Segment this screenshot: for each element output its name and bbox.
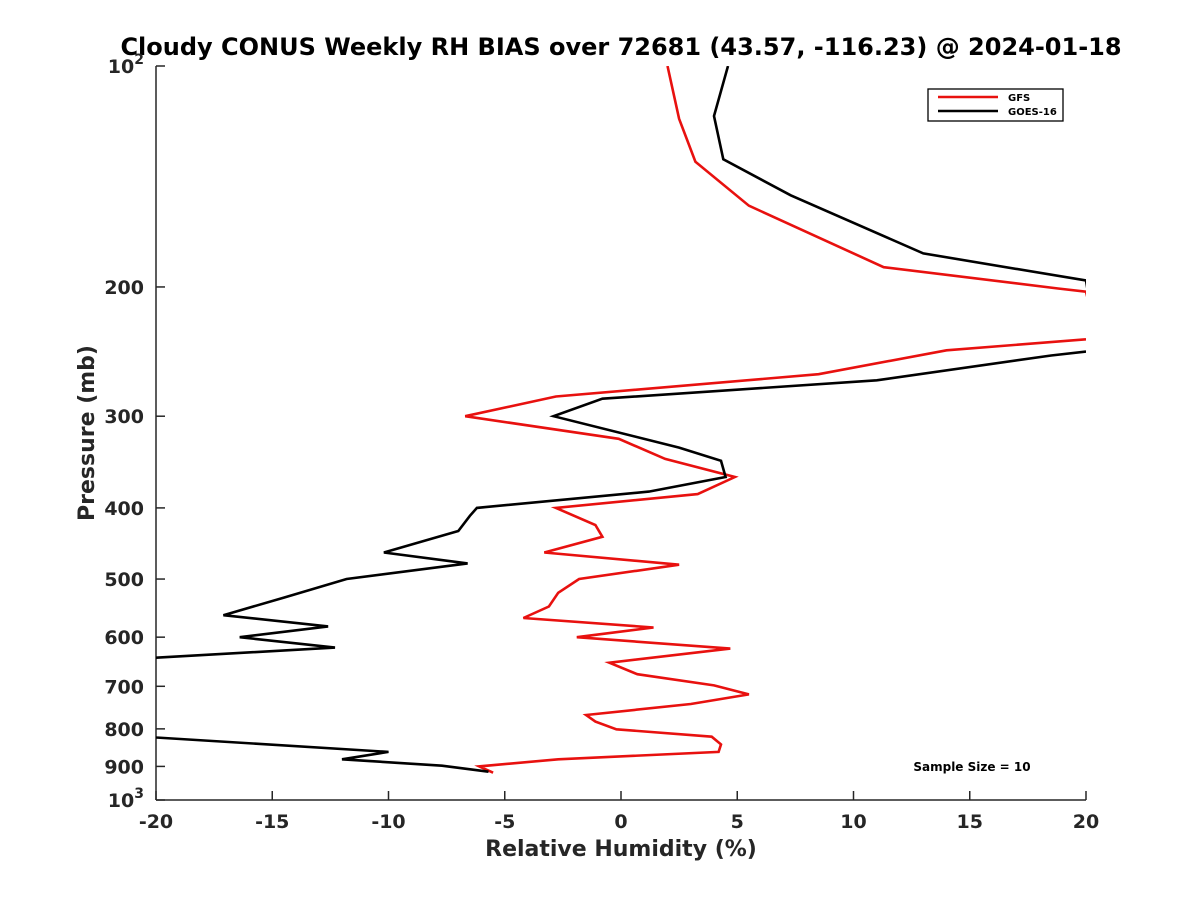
y-tick-label: 400 [104,498,144,520]
x-tick-label: -15 [255,811,289,833]
y-tick-label: 500 [104,569,144,591]
series-line-gfs [464,66,1086,774]
y-tick-label: 700 [104,676,144,698]
x-tick-label: -20 [139,811,173,833]
x-tick-label: 10 [840,811,866,833]
chart-title: Cloudy CONUS Weekly RH BIAS over 72681 (… [120,33,1121,61]
legend-label-goes16: GOES-16 [1008,107,1057,118]
legend-label-gfs: GFS [1008,93,1030,104]
y-tick-label: 103 [108,786,144,812]
series-line-goes16 [156,66,1086,773]
sample-size-annotation: Sample Size = 10 [913,760,1030,774]
y-tick-label: 102 [108,52,144,78]
x-tick-label: 5 [731,811,744,833]
x-tick-label: -5 [494,811,515,833]
legend: GFS GOES-16 [927,88,1064,122]
x-tick-label: 15 [957,811,983,833]
y-tick-label: 200 [104,277,144,299]
y-tick-label: 800 [104,719,144,741]
y-tick-label: 600 [104,627,144,649]
y-axis-label: Pressure (mb) [75,345,100,521]
plot-area: -20 -15 -10 -5 0 5 10 15 20 102 200 300 400 500 600 700… [104,52,1099,833]
y-tick-label: 900 [104,756,144,778]
legend-box [927,88,1064,122]
x-tick-label: -10 [371,811,405,833]
y-tick-label: 300 [104,406,144,428]
x-tick-label: 0 [614,811,627,833]
x-axis-label: Relative Humidity (%) [485,837,757,862]
x-tick-label: 20 [1073,811,1099,833]
